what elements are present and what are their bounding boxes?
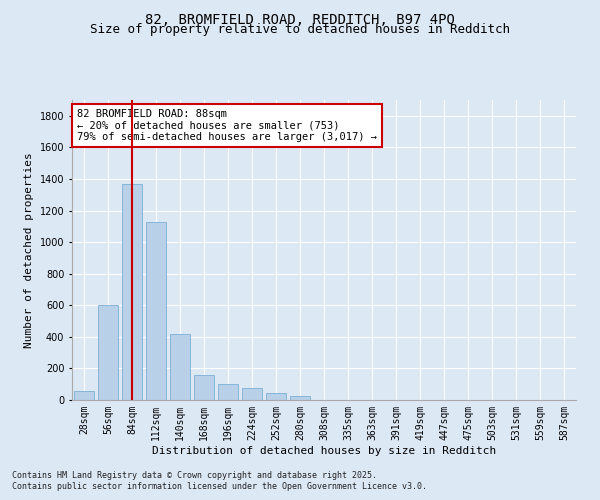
Bar: [98, 306, 118, 400]
X-axis label: Distribution of detached houses by size in Redditch: Distribution of detached houses by size …: [152, 446, 496, 456]
Bar: [266, 393, 286, 400]
Bar: [74, 392, 94, 400]
Bar: [122, 184, 142, 400]
Y-axis label: Number of detached properties: Number of detached properties: [24, 152, 34, 348]
Text: 82 BROMFIELD ROAD: 88sqm
← 20% of detached houses are smaller (753)
79% of semi-: 82 BROMFIELD ROAD: 88sqm ← 20% of detach…: [77, 109, 377, 142]
Bar: [194, 374, 214, 400]
Bar: [290, 396, 310, 400]
Text: 82, BROMFIELD ROAD, REDDITCH, B97 4PQ: 82, BROMFIELD ROAD, REDDITCH, B97 4PQ: [145, 12, 455, 26]
Text: Contains public sector information licensed under the Open Government Licence v3: Contains public sector information licen…: [12, 482, 427, 491]
Bar: [146, 222, 166, 400]
Bar: [242, 388, 262, 400]
Bar: [218, 384, 238, 400]
Text: Contains HM Land Registry data © Crown copyright and database right 2025.: Contains HM Land Registry data © Crown c…: [12, 471, 377, 480]
Text: Size of property relative to detached houses in Redditch: Size of property relative to detached ho…: [90, 24, 510, 36]
Bar: [170, 334, 190, 400]
